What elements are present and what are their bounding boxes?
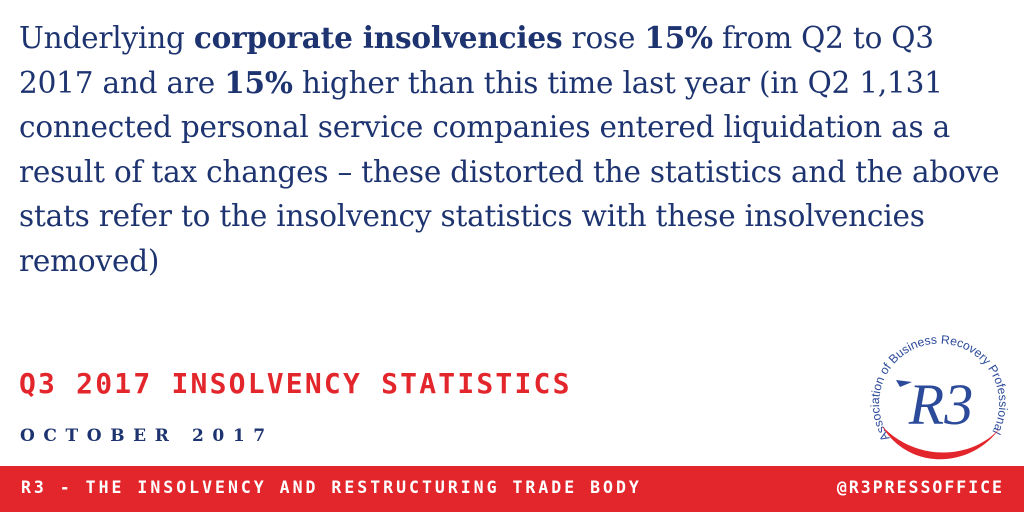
statement-bold: 15% <box>644 20 713 55</box>
logo-bird-icon <box>896 380 912 387</box>
logo-swoosh-icon <box>882 426 1000 460</box>
statement-bold: 15% <box>224 64 293 100</box>
statement-bold: corporate insolvencies <box>193 20 563 55</box>
statement-part: from Q2 to Q3 2017 and are <box>19 21 934 100</box>
footer-handle: @R3PRESSOFFICE <box>836 478 1004 497</box>
stats-title: Q3 2017 INSOLVENCY STATISTICS <box>19 367 572 400</box>
r3-logo: Association of Business Recovery Profess… <box>860 320 1010 460</box>
footer-bar: R3 - THE INSOLVENCY AND RESTRUCTURING TR… <box>0 466 1024 512</box>
statement-part: rose <box>562 21 645 55</box>
statement-part: higher than this time last year (in Q2 1… <box>19 65 1000 278</box>
statement-text: Underlying corporate insolvencies rose 1… <box>19 16 1009 283</box>
footer-trade-body: R3 - THE INSOLVENCY AND RESTRUCTURING TR… <box>21 478 642 497</box>
statement-part: Underlying <box>19 21 194 55</box>
stats-date: OCTOBER 2017 <box>20 426 274 446</box>
logo-mark: R3 <box>908 372 973 437</box>
